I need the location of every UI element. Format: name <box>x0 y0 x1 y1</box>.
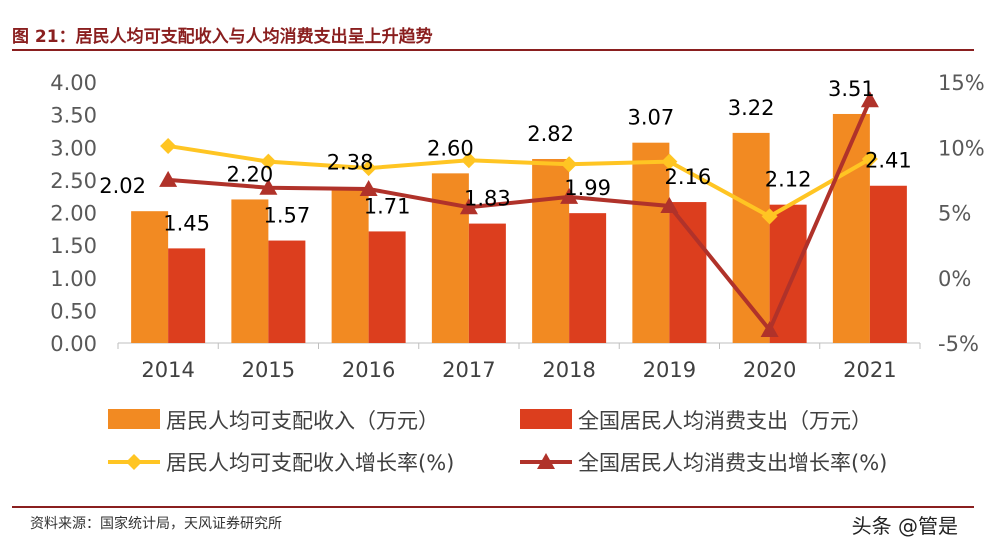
legend-label-income: 居民人均可支配收入（万元） <box>166 409 439 433</box>
y2-tick-label: 0% <box>938 267 971 291</box>
data-label-consumption: 1.57 <box>263 204 310 228</box>
bar-income <box>532 158 570 343</box>
data-label-consumption: 2.41 <box>865 149 912 173</box>
y2-tick-label: 10% <box>938 136 985 160</box>
bar-consumption <box>168 248 206 343</box>
marker-consumption-growth <box>359 180 378 197</box>
marker-income-growth <box>360 160 377 177</box>
bar-income <box>131 211 169 343</box>
x-tick-label: 2021 <box>843 358 896 382</box>
data-label-income: 3.22 <box>728 96 775 120</box>
y-tick-label: 0.50 <box>50 299 97 323</box>
x-tick-label: 2015 <box>242 358 295 382</box>
data-label-income: 3.51 <box>828 77 875 101</box>
y-tick-label: 0.00 <box>50 332 97 356</box>
title-divider <box>12 49 974 51</box>
x-tick-label: 2018 <box>542 358 595 382</box>
data-label-consumption: 1.71 <box>364 194 411 218</box>
data-label-income: 3.07 <box>627 106 674 130</box>
x-tick-label: 2016 <box>342 358 395 382</box>
marker-income-growth <box>561 156 578 173</box>
y-tick-label: 3.00 <box>50 136 97 160</box>
bar-consumption <box>769 204 807 343</box>
marker-income-growth <box>160 137 177 154</box>
bar-consumption <box>368 231 406 343</box>
x-tick-label: 2019 <box>643 358 696 382</box>
y2-tick-label: 5% <box>938 202 971 226</box>
bar-income <box>231 199 269 343</box>
lines <box>159 91 879 337</box>
legend: 居民人均可支配收入（万元） 全国居民人均消费支出（万元） 居民人均可支配收入增长率(… <box>108 409 887 475</box>
marker-consumption-growth <box>660 196 679 213</box>
y-tick-label: 3.50 <box>50 104 97 128</box>
data-label-consumption: 1.83 <box>464 187 511 211</box>
bar-consumption <box>569 213 607 343</box>
data-label-consumption: 2.12 <box>765 168 812 192</box>
legend-label-consumption: 全国居民人均消费支出（万元） <box>578 409 872 433</box>
marker-consumption-growth <box>760 320 779 337</box>
legend-label-income-growth: 居民人均可支配收入增长率(%) <box>166 451 454 475</box>
legend-marker-consumption-growth <box>537 453 555 469</box>
marker-income-growth <box>460 152 477 169</box>
legend-swatch-income <box>108 409 160 429</box>
watermark: 头条 @管是 <box>851 514 958 538</box>
x-tick-label: 2017 <box>442 358 495 382</box>
y-tick-label: 4.00 <box>50 71 97 95</box>
footer-divider <box>12 506 974 508</box>
y2-tick-label: -5% <box>938 332 979 356</box>
bar-consumption <box>268 240 306 343</box>
bar-income <box>632 142 670 343</box>
bar-consumption <box>669 202 707 343</box>
bar-income <box>832 113 870 343</box>
y-tick-label: 1.50 <box>50 234 97 258</box>
marker-consumption-growth <box>860 91 879 108</box>
legend-swatch-consumption <box>520 409 572 429</box>
data-label-income: 2.38 <box>327 151 374 175</box>
marker-income-growth <box>260 153 277 170</box>
data-label-consumption: 1.99 <box>564 176 611 200</box>
marker-income-growth <box>661 153 678 170</box>
marker-consumption-growth <box>259 178 278 195</box>
bars <box>131 113 907 343</box>
data-label-income: 2.82 <box>527 122 574 146</box>
y-tick-label: 1.00 <box>50 267 97 291</box>
marker-income-growth <box>761 208 778 225</box>
bar-consumption <box>869 185 907 343</box>
source-note: 资料来源：国家统计局，天风证券研究所 <box>30 516 282 532</box>
marker-consumption-growth <box>459 198 478 215</box>
x-tick-label: 2020 <box>743 358 796 382</box>
data-label-income: 2.02 <box>99 174 146 198</box>
bar-consumption <box>468 223 506 343</box>
chart-title: 图 21：居民人均可支配收入与人均消费支出呈上升趋势 <box>12 27 433 47</box>
y-tick-label: 2.50 <box>50 169 97 193</box>
marker-income-growth <box>861 150 878 167</box>
data-labels: 2.02 1.45 2.20 1.57 2.38 1.71 2.60 1.83 2.82 1.99… <box>99 77 912 235</box>
marker-consumption-growth <box>159 170 178 187</box>
x-tick-label: 2014 <box>141 358 194 382</box>
data-label-consumption: 1.45 <box>163 211 210 235</box>
data-label-consumption: 2.16 <box>664 165 711 189</box>
bar-income <box>331 187 369 343</box>
y2-tick-label: 15% <box>938 71 985 95</box>
line-income-growth <box>167 143 871 219</box>
axes: 0.00 0.50 1.00 1.50 2.00 2.50 3.00 3.50 4.00 -5% 0… <box>50 71 984 382</box>
bar-income <box>732 132 770 343</box>
line-consumption-growth <box>167 99 872 334</box>
data-label-income: 2.20 <box>226 162 273 186</box>
legend-label-consumption-growth: 全国居民人均消费支出增长率(%) <box>578 451 887 475</box>
marker-consumption-growth <box>560 187 579 204</box>
data-label-income: 2.60 <box>427 136 474 160</box>
legend-marker-income-growth <box>126 454 142 470</box>
y-tick-label: 2.00 <box>50 202 97 226</box>
